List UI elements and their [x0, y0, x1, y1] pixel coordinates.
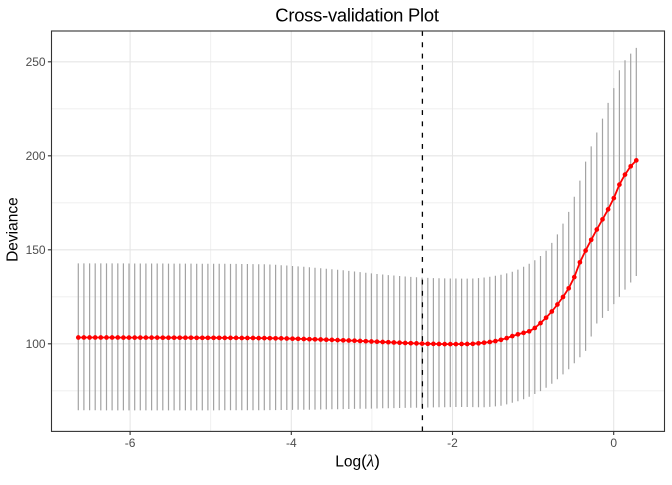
svg-text:250: 250	[26, 55, 46, 69]
svg-text:Cross-validation Plot: Cross-validation Plot	[275, 4, 439, 25]
svg-text:-4: -4	[286, 436, 297, 450]
svg-text:200: 200	[26, 149, 46, 163]
svg-text:Deviance: Deviance	[5, 197, 22, 262]
svg-text:100: 100	[26, 337, 46, 351]
svg-text:-6: -6	[125, 436, 136, 450]
svg-text:-2: -2	[447, 436, 458, 450]
svg-text:150: 150	[26, 243, 46, 257]
svg-text:0: 0	[610, 436, 617, 450]
svg-text:Log(λ): Log(λ)	[335, 451, 380, 470]
